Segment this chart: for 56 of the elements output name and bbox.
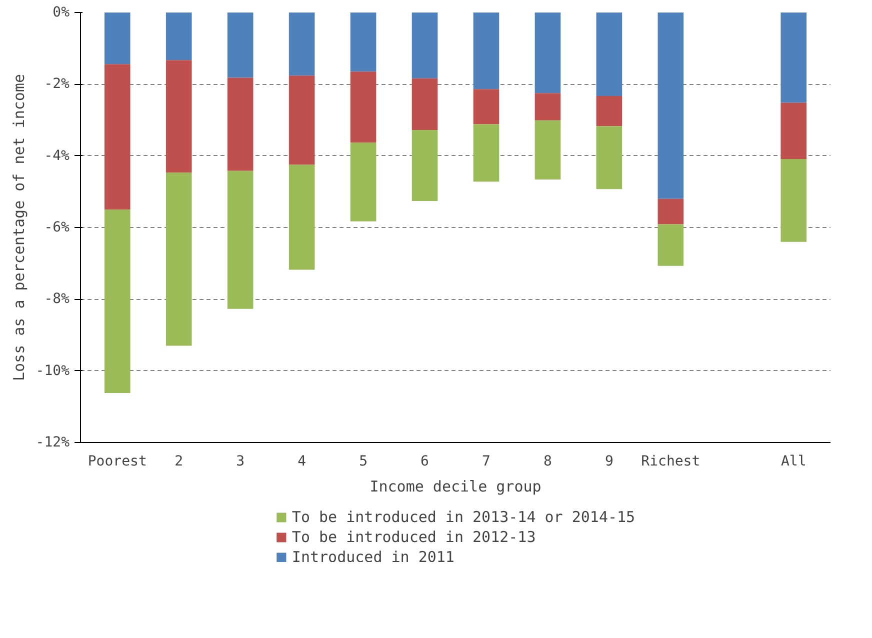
bar (473, 12, 500, 90)
bar (596, 12, 622, 96)
y-tick-label: -10% (36, 362, 70, 379)
x-tick-label: 8 (544, 454, 552, 470)
bar (534, 120, 561, 180)
bar (166, 60, 192, 173)
x-tick-label: Richest (641, 454, 700, 470)
bar (288, 12, 315, 76)
y-tick-label: -12% (36, 434, 70, 450)
bar (227, 12, 254, 78)
y-tick-label: 0% (52, 4, 70, 20)
bar (350, 12, 376, 72)
x-tick-label: 3 (236, 454, 245, 470)
bar (412, 12, 438, 78)
bar (780, 102, 807, 160)
bar (227, 78, 254, 171)
bar (288, 164, 315, 270)
x-tick-label: 5 (359, 454, 368, 470)
bar (166, 172, 192, 346)
bar (350, 142, 376, 222)
x-tick-label: 9 (604, 454, 614, 470)
bar (104, 210, 130, 394)
bar (780, 159, 807, 242)
y-tick-label: -2% (44, 76, 70, 92)
bar (350, 72, 376, 143)
legend-label: To be introduced in 2012-13 (292, 528, 536, 546)
x-tick-label: 2 (174, 454, 184, 470)
x-axis-title: Income decile group (370, 478, 542, 496)
x-tick-label: All (780, 454, 806, 470)
bar (227, 170, 254, 309)
x-tick-label: Poorest (88, 454, 147, 470)
legend-label: To be introduced in 2013-14 or 2014-15 (292, 508, 636, 526)
bar (104, 64, 130, 210)
bar (473, 89, 500, 124)
legend-label: Introduced in 2011 (292, 548, 454, 564)
bar (658, 224, 684, 266)
bar (534, 93, 561, 120)
x-tick-label: 4 (298, 454, 306, 470)
bar (288, 76, 315, 165)
y-tick-label: -6% (44, 220, 70, 236)
bar (473, 124, 500, 182)
bar (596, 126, 622, 190)
bar (104, 12, 130, 64)
y-tick-label: -4% (44, 148, 70, 164)
bar (534, 12, 561, 94)
bar (596, 96, 622, 126)
bar (412, 130, 438, 201)
bar (412, 78, 438, 130)
bar (166, 12, 192, 60)
bar (780, 12, 807, 103)
y-tick-label: -8% (44, 291, 70, 308)
x-tick-label: 7 (482, 454, 490, 470)
bar (658, 198, 684, 224)
y-axis-title: Loss as a percentage of net income (10, 74, 28, 382)
x-tick-label: 6 (420, 454, 429, 470)
bar (658, 12, 684, 199)
